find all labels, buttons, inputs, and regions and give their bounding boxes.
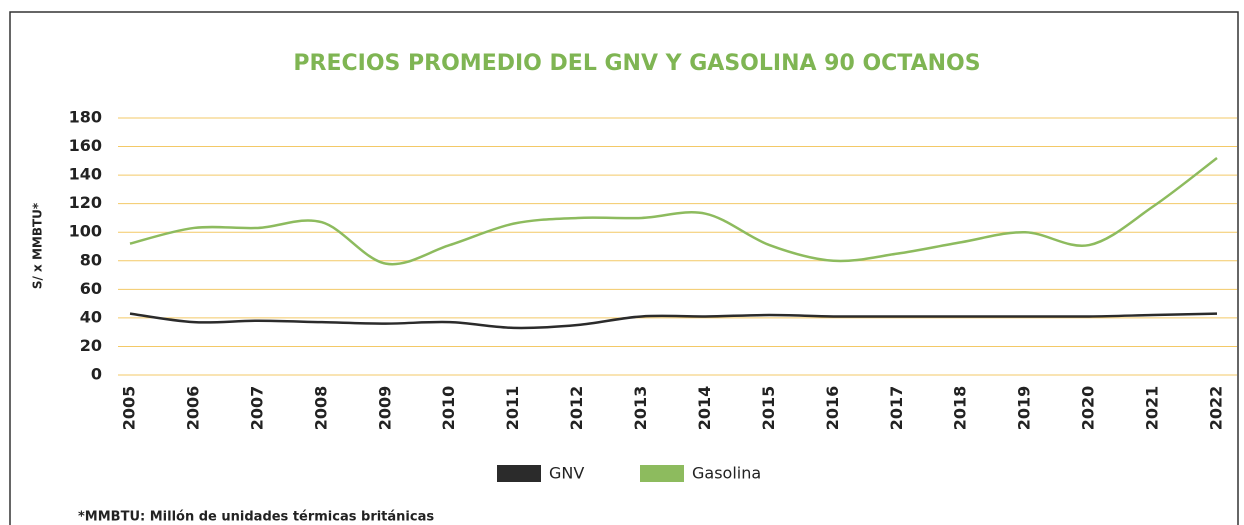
x-tick-label: 2021	[1143, 386, 1162, 431]
line	[129, 312, 1218, 330]
x-tick-label: 2010	[439, 386, 458, 431]
x-tick-label: 2020	[1079, 386, 1098, 431]
x-tick-label: 2005	[120, 386, 139, 431]
legend-swatch	[497, 465, 541, 482]
x-tick-label: 2007	[247, 386, 266, 431]
y-axis-label: S/ x MMBTU*	[31, 202, 45, 289]
x-tick-label: 2019	[1015, 386, 1034, 431]
x-tick-label: 2017	[887, 386, 906, 431]
x-tick-label: 2018	[951, 386, 970, 431]
y-tick-label: 0	[91, 365, 102, 384]
x-tick-label: 2014	[695, 386, 714, 431]
y-tick-label: 180	[69, 108, 102, 127]
x-tick-label: 2013	[631, 386, 650, 431]
y-tick-label: 80	[80, 250, 102, 269]
y-tick-label: 20	[80, 336, 102, 355]
legend-label: GNV	[549, 464, 584, 483]
frame	[9, 11, 1239, 525]
x-tick-label: 2022	[1207, 386, 1226, 431]
y-tick-label: 100	[69, 222, 102, 241]
x-tick-label: 2011	[503, 386, 522, 431]
x-tick-label: 2009	[375, 386, 394, 431]
x-tick-label: 2016	[823, 386, 842, 431]
legend-label: Gasolina	[692, 464, 761, 483]
y-tick-label: 60	[80, 279, 102, 298]
y-tick-label: 160	[69, 136, 102, 155]
y-tick-label: 140	[69, 165, 102, 184]
footnote: *MMBTU: Millón de unidades térmicas brit…	[78, 510, 434, 525]
y-tick-label: 40	[80, 307, 102, 326]
x-tick-label: 2012	[567, 386, 586, 431]
y-tick-label: 120	[69, 193, 102, 212]
line	[129, 156, 1218, 266]
x-tick-label: 2015	[759, 386, 778, 431]
x-tick-label: 2006	[183, 386, 202, 431]
x-tick-label: 2008	[311, 386, 330, 431]
chart-title: PRECIOS PROMEDIO DEL GNV Y GASOLINA 90 O…	[293, 51, 980, 76]
legend-swatch	[640, 465, 684, 482]
